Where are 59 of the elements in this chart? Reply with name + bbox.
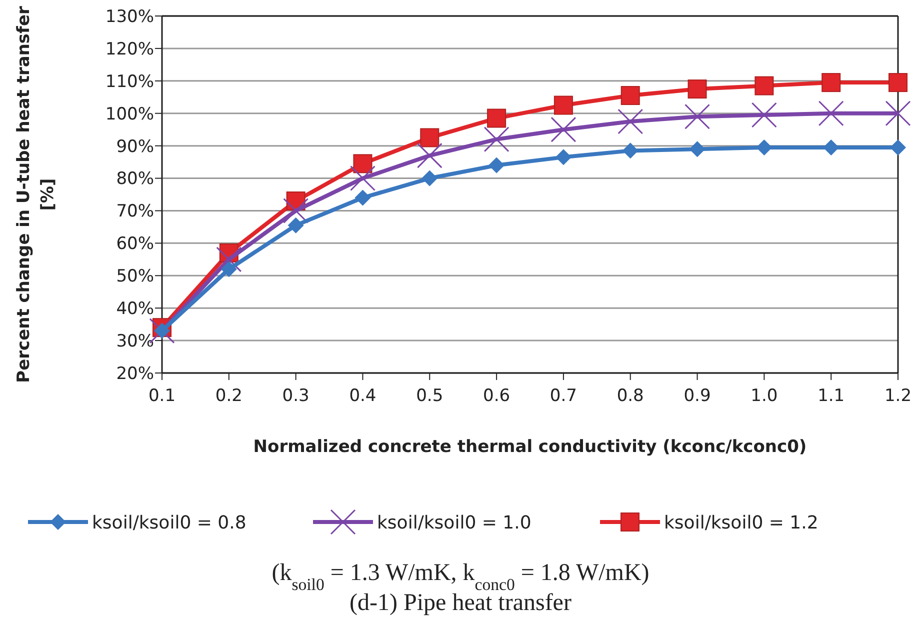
x-tick-label: 0.3 [282,386,310,406]
x-tick-label: 0.9 [684,386,711,406]
y-axis-title: Percent change in U-tube heat transfer [%] [14,6,58,383]
point [484,126,510,152]
x-tick-label: 1.0 [750,386,778,406]
y-tick-label: 100% [105,104,154,124]
x-tick-label: 1.2 [884,386,912,406]
y-tick-label: 120% [105,39,154,60]
x-tick-label: 0.1 [148,386,176,406]
point [488,157,505,174]
point [283,198,309,224]
x-tick-label: 0.6 [483,386,510,406]
y-tick-label: 90% [116,136,154,157]
y-tick-label: 130% [105,6,154,27]
point [487,108,506,128]
point [620,86,640,106]
point [416,142,442,168]
point [818,100,844,126]
point [216,246,242,272]
x-tick-label: 0.2 [215,386,242,406]
x-tick-label: 0.4 [349,386,376,406]
point [354,190,371,206]
point [754,76,774,96]
x-tick-label: 0.5 [416,386,444,406]
point [555,149,572,166]
point [350,166,376,192]
point [888,73,908,92]
x-tick-label: 0.7 [550,386,577,406]
point [684,104,710,130]
y-tick-label: 30% [116,331,154,352]
point [353,154,372,174]
y-tick-label: 40% [116,299,154,320]
point [751,102,777,128]
point [885,100,911,126]
y-tick-label: 110% [105,72,154,92]
y-tick-label: 50% [116,266,154,287]
point [756,139,772,156]
point [689,141,706,158]
x-axis-title: Normalized concrete thermal conductivity (kconc/kconc0) [253,437,807,457]
point [822,73,841,92]
legend-label: ksoil/ksoil0 = 1.2 [664,512,818,534]
legend-label: ksoil/ksoil0 = 1.0 [377,512,532,534]
y-tick-label: 80% [116,169,154,190]
point [554,96,573,115]
y-tick-label: 20% [116,364,154,384]
y-tick-label: 60% [116,234,154,254]
point [688,80,707,99]
point [890,139,906,156]
point [420,128,440,148]
point [288,217,304,234]
x-tick-label: 1.1 [818,386,845,406]
point [618,108,644,134]
point [220,261,237,278]
x-tick-label: 0.8 [616,386,644,406]
legend-label: ksoil/ksoil0 = 0.8 [92,512,246,534]
point [622,142,638,159]
point [422,170,438,186]
y-tick-label: 70% [116,202,154,222]
point [550,116,576,142]
